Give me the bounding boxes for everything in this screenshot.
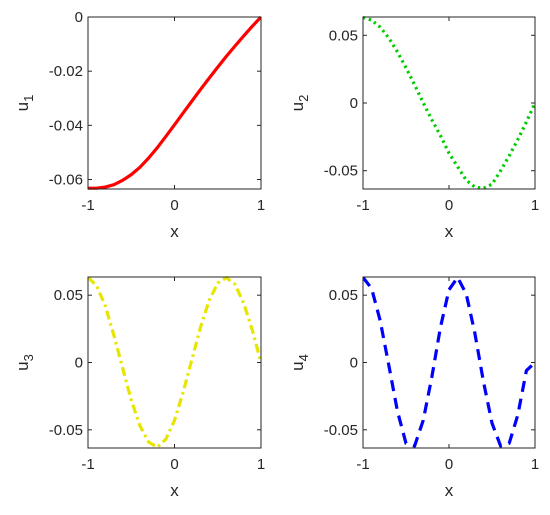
subplot-3: -1 0 1 0.05 0 -0.05 x u3 [13, 276, 265, 500]
plot-area [88, 17, 261, 189]
x-tick-label: -1 [81, 197, 94, 214]
y-axis-label-main: u [13, 102, 32, 111]
subplot-2: -1 0 1 0.05 0 -0.05 x u2 [288, 15, 539, 241]
x-axis-label: x [170, 481, 179, 500]
y-tick-label: -0.05 [324, 163, 358, 180]
y-axis-label-subscript: 4 [296, 354, 311, 361]
y-tick-label: 0.05 [329, 27, 358, 44]
y-axis-label: u3 [13, 354, 36, 371]
x-tick-label: 1 [531, 197, 539, 214]
y-axis-label: u4 [288, 354, 311, 371]
series-line-1 [88, 15, 261, 190]
y-tick-label: 0.05 [329, 287, 358, 304]
y-axis-label-main: u [13, 361, 32, 370]
x-tick-label: -1 [356, 197, 369, 214]
subplot-4: -1 0 1 0.05 0 -0.05 x u4 [288, 275, 539, 500]
y-tick-label: -0.05 [49, 422, 83, 439]
x-tick-label: 1 [531, 456, 539, 473]
y-tick-label: 0.05 [54, 287, 83, 304]
x-tick-label: -1 [81, 456, 94, 473]
x-tick-label: 0 [445, 197, 453, 214]
y-axis-label-main: u [288, 102, 307, 111]
y-tick-label: 0 [350, 355, 358, 372]
y-tick-label: 0 [75, 355, 83, 372]
y-tick-label: -0.05 [324, 422, 358, 439]
y-axis-label-subscript: 3 [21, 354, 36, 361]
series-line-4 [363, 275, 535, 448]
y-axis-label: u1 [13, 95, 36, 112]
y-axis-label-main: u [288, 361, 307, 370]
y-tick-label: 0 [75, 9, 83, 26]
series-line-2 [363, 15, 535, 190]
x-tick-label: 0 [445, 456, 453, 473]
x-tick-label: -1 [356, 456, 369, 473]
y-tick-label: -0.04 [49, 117, 83, 134]
plot-area [363, 277, 535, 448]
y-tick-label: -0.06 [49, 172, 83, 189]
x-tick-label: 0 [170, 456, 178, 473]
x-axis-label: x [170, 222, 179, 241]
y-axis-label-subscript: 1 [21, 95, 36, 102]
y-axis-label: u2 [288, 95, 311, 112]
y-tick-label: 0 [350, 95, 358, 112]
y-axis-label-subscript: 2 [296, 95, 311, 102]
series-line-3 [88, 276, 261, 449]
x-tick-label: 0 [170, 197, 178, 214]
plot-area [363, 17, 535, 189]
y-tick-label: -0.02 [49, 63, 83, 80]
x-tick-label: 1 [257, 197, 265, 214]
x-tick-label: 1 [257, 456, 265, 473]
x-axis-label: x [445, 481, 454, 500]
x-axis-label: x [445, 222, 454, 241]
